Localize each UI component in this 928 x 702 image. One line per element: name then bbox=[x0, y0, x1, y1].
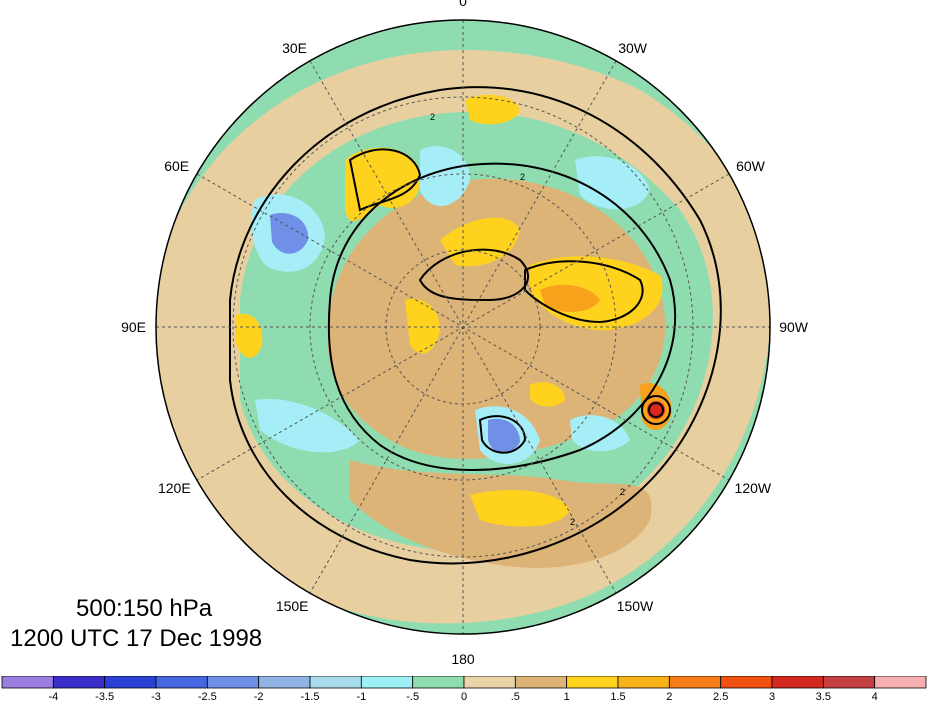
colorbar: -4 -3.5 -3 -2.5 -2 -1.5 -1 -.5 0 .5 1 1.5 2 2.5 3 3.5 4 bbox=[1, 676, 927, 702]
colorbar-tick-label: -.5 bbox=[406, 691, 419, 702]
polar-stereographic-map: 2 2 2 2 bbox=[155, 19, 771, 635]
longitude-label: 60W bbox=[736, 158, 765, 174]
contour-label: 2 bbox=[520, 172, 525, 182]
negative-anomaly bbox=[570, 415, 630, 452]
colorbar-swatch bbox=[771, 676, 824, 689]
colorbar-swatch bbox=[668, 676, 722, 689]
negative-anomaly bbox=[255, 399, 360, 453]
colorbar-swatch bbox=[412, 676, 465, 689]
colorbar-swatch bbox=[360, 676, 414, 689]
positive-anomaly bbox=[405, 298, 440, 354]
colorbar-swatch bbox=[617, 676, 670, 689]
colorbar-swatch bbox=[566, 676, 619, 689]
longitude-label: 120W bbox=[734, 480, 772, 496]
contour-label: 2 bbox=[570, 517, 575, 527]
positive-anomaly bbox=[530, 382, 565, 407]
strong-negative-anomaly bbox=[488, 418, 520, 454]
negative-anomaly bbox=[575, 156, 650, 210]
colorbar-tick-label: -1 bbox=[356, 691, 366, 702]
colorbar-swatch bbox=[463, 676, 516, 689]
colorbar-tick-label: 3.5 bbox=[816, 691, 831, 702]
positive-anomaly bbox=[345, 147, 421, 222]
positive-anomaly bbox=[440, 217, 520, 267]
colorbar-swatch bbox=[720, 676, 773, 689]
colorbar-tick-label: 0 bbox=[461, 691, 467, 702]
longitude-label: 120E bbox=[157, 480, 191, 496]
longitude-label: 90W bbox=[779, 319, 809, 335]
colorbar-swatch bbox=[309, 676, 362, 689]
colorbar-swatch bbox=[874, 676, 927, 689]
strong-negative-anomaly bbox=[270, 212, 309, 254]
title-datetime: 1200 UTC 17 Dec 1998 bbox=[10, 625, 263, 652]
colorbar-tick-label: -1.5 bbox=[301, 691, 320, 702]
contour-label: 2 bbox=[430, 112, 435, 122]
colorbar-swatch bbox=[206, 676, 260, 689]
longitude-label: 180 bbox=[451, 651, 475, 667]
longitude-label: 30E bbox=[282, 40, 307, 57]
positive-anomaly bbox=[465, 94, 520, 125]
longitude-label: 30W bbox=[618, 40, 648, 57]
colorbar-tick-label: 2.5 bbox=[713, 691, 728, 702]
title-levels: 500:150 hPa bbox=[76, 595, 213, 622]
longitude-label: 150W bbox=[616, 597, 654, 614]
strong-positive-anomaly bbox=[540, 284, 600, 312]
colorbar-tick-label: -2.5 bbox=[198, 691, 217, 702]
longitude-label: 0 bbox=[459, 0, 467, 9]
negative-anomaly bbox=[420, 146, 470, 207]
longitude-label: 60E bbox=[164, 158, 190, 174]
colorbar-tick-label: 1.5 bbox=[610, 691, 625, 702]
colorbar-tick-label: -3 bbox=[151, 691, 161, 702]
colorbar-tick-label: -4 bbox=[48, 691, 58, 702]
colorbar-tick-label: -2 bbox=[254, 691, 264, 702]
contour-label: 2 bbox=[620, 487, 625, 497]
longitude-label: 150E bbox=[275, 597, 309, 614]
longitude-label: 90E bbox=[121, 319, 146, 335]
colorbar-tick-label: .5 bbox=[511, 691, 520, 702]
colorbar-tick-label: -3.5 bbox=[95, 691, 114, 702]
colorbar-tick-label: 3 bbox=[769, 691, 775, 702]
graticule bbox=[156, 20, 770, 634]
positive-anomaly bbox=[235, 313, 263, 358]
positive-anomaly bbox=[470, 490, 570, 527]
colorbar-tick-label: 4 bbox=[872, 691, 878, 702]
colorbar-tick-label: 1 bbox=[564, 691, 570, 702]
colorbar-swatch bbox=[52, 676, 106, 689]
colorbar-swatch bbox=[514, 676, 568, 689]
central-tan-field bbox=[327, 178, 666, 459]
colorbar-swatch bbox=[822, 676, 876, 689]
colorbar-tick-label: 2 bbox=[666, 691, 672, 702]
colorbar-swatch bbox=[155, 676, 208, 689]
colorbar-swatch bbox=[1, 676, 54, 689]
colorbar-swatch bbox=[104, 676, 157, 689]
colorbar-swatch bbox=[258, 676, 311, 689]
map-border bbox=[155, 19, 771, 635]
